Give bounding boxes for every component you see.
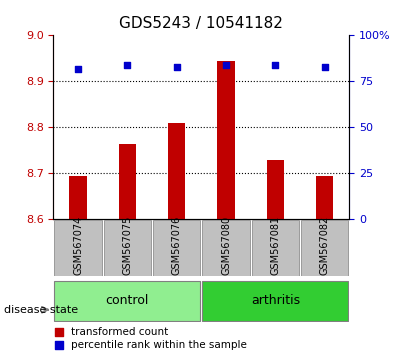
Text: GSM567080: GSM567080: [221, 215, 231, 275]
Point: [272, 62, 279, 68]
Point: [124, 62, 131, 68]
FancyBboxPatch shape: [301, 220, 349, 275]
FancyBboxPatch shape: [153, 220, 201, 275]
Text: GSM567076: GSM567076: [172, 215, 182, 275]
Text: transformed count: transformed count: [71, 327, 169, 337]
FancyBboxPatch shape: [252, 220, 299, 275]
Bar: [267, 160, 284, 219]
FancyBboxPatch shape: [54, 280, 201, 321]
Bar: [119, 143, 136, 219]
Text: disease state: disease state: [4, 305, 78, 315]
Text: arthritis: arthritis: [251, 295, 300, 307]
Text: GSM567081: GSM567081: [270, 215, 280, 275]
Point: [321, 64, 328, 69]
Point: [252, 166, 259, 172]
FancyBboxPatch shape: [54, 220, 102, 275]
Point: [252, 282, 259, 288]
FancyBboxPatch shape: [202, 280, 349, 321]
Bar: [316, 176, 333, 219]
Text: percentile rank within the sample: percentile rank within the sample: [71, 340, 247, 350]
Point: [75, 66, 81, 72]
Point: [223, 62, 229, 68]
Title: GDS5243 / 10541182: GDS5243 / 10541182: [120, 16, 283, 32]
Text: GSM567075: GSM567075: [122, 215, 132, 275]
Text: GSM567082: GSM567082: [320, 215, 330, 275]
FancyBboxPatch shape: [202, 220, 250, 275]
Text: control: control: [106, 295, 149, 307]
Bar: [168, 123, 185, 219]
Text: GSM567074: GSM567074: [73, 215, 83, 275]
FancyBboxPatch shape: [104, 220, 151, 275]
Bar: [69, 176, 87, 219]
Point: [173, 64, 180, 69]
Bar: [217, 61, 235, 219]
